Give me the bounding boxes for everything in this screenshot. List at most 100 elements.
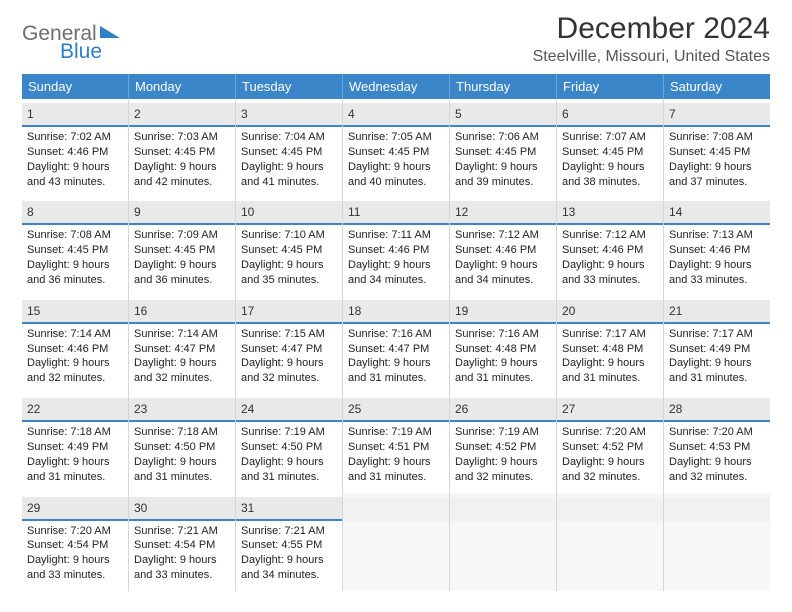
calendar-week: 1Sunrise: 7:02 AMSunset: 4:46 PMDaylight…: [22, 99, 770, 197]
calendar-cell: 25Sunrise: 7:19 AMSunset: 4:51 PMDayligh…: [343, 394, 450, 492]
day-info-line: and 32 minutes.: [562, 470, 658, 485]
day-number-row: 16: [129, 300, 235, 324]
day-info: Sunrise: 7:20 AMSunset: 4:52 PMDaylight:…: [562, 425, 658, 484]
day-info-line: Sunset: 4:49 PM: [669, 342, 765, 357]
day-info: Sunrise: 7:12 AMSunset: 4:46 PMDaylight:…: [562, 228, 658, 287]
day-info-line: and 37 minutes.: [669, 175, 765, 190]
day-info-line: Sunrise: 7:20 AM: [27, 524, 123, 539]
day-info: Sunrise: 7:17 AMSunset: 4:49 PMDaylight:…: [669, 327, 765, 386]
day-info-line: and 34 minutes.: [241, 568, 337, 583]
calendar-cell: 10Sunrise: 7:10 AMSunset: 4:45 PMDayligh…: [236, 197, 343, 295]
day-info-line: Sunrise: 7:16 AM: [455, 327, 551, 342]
day-info-line: Sunrise: 7:10 AM: [241, 228, 337, 243]
calendar-header-row: SundayMondayTuesdayWednesdayThursdayFrid…: [22, 74, 770, 99]
day-number-row: 27: [557, 398, 663, 422]
day-info-line: Sunset: 4:46 PM: [27, 145, 123, 160]
day-number-row: 17: [236, 300, 342, 324]
logo: General Blue: [22, 20, 132, 62]
day-info: Sunrise: 7:12 AMSunset: 4:46 PMDaylight:…: [455, 228, 551, 287]
day-info-line: Daylight: 9 hours: [455, 258, 551, 273]
day-info-line: Sunrise: 7:19 AM: [348, 425, 444, 440]
day-info-line: Daylight: 9 hours: [134, 356, 230, 371]
calendar-cell: 4Sunrise: 7:05 AMSunset: 4:45 PMDaylight…: [343, 99, 450, 197]
day-number-row: 12: [450, 201, 556, 225]
day-info-line: and 31 minutes.: [134, 470, 230, 485]
calendar-cell: 16 Sunrise: 7:14 AMSunset: 4:47 PMDayligh…: [129, 296, 236, 394]
logo-triangle-icon: [100, 26, 120, 38]
day-info-line: Sunset: 4:47 PM: [241, 342, 337, 357]
day-info: Sunrise: 7:08 AMSunset: 4:45 PMDaylight:…: [27, 228, 123, 287]
day-info: Sunrise: 7:14 AMSunset: 4:46 PMDaylight:…: [27, 327, 123, 386]
day-info-line: Daylight: 9 hours: [241, 160, 337, 175]
day-info-line: Sunset: 4:45 PM: [134, 243, 230, 258]
day-info-line: Sunset: 4:46 PM: [455, 243, 551, 258]
calendar-cell: 29Sunrise: 7:20 AMSunset: 4:54 PMDayligh…: [22, 493, 129, 591]
day-info: Sunrise: 7:16 AMSunset: 4:48 PMDaylight:…: [455, 327, 551, 386]
day-info-line: Daylight: 9 hours: [562, 258, 658, 273]
day-info-line: Daylight: 9 hours: [348, 160, 444, 175]
day-number: 26: [455, 402, 468, 416]
logo-svg: General Blue: [22, 20, 132, 62]
day-number: 25: [348, 402, 361, 416]
day-info: Sunrise: 7:14 AMSunset: 4:47 PMDaylight:…: [134, 327, 230, 386]
calendar-cell: 8 Sunrise: 7:08 AMSunset: 4:45 PMDaylight…: [22, 197, 129, 295]
calendar-cell: 7Sunrise: 7:08 AMSunset: 4:45 PMDaylight…: [664, 99, 770, 197]
day-info: Sunrise: 7:03 AMSunset: 4:45 PMDaylight:…: [134, 130, 230, 189]
day-info-line: Sunrise: 7:12 AM: [562, 228, 658, 243]
day-info-line: and 34 minutes.: [348, 273, 444, 288]
calendar-header-cell: Saturday: [664, 74, 770, 99]
day-number-row: 1: [22, 103, 128, 127]
day-info-line: Daylight: 9 hours: [348, 455, 444, 470]
calendar-cell: 19Sunrise: 7:16 AMSunset: 4:48 PMDayligh…: [450, 296, 557, 394]
day-info-line: and 33 minutes.: [27, 568, 123, 583]
calendar-cell: 13Sunrise: 7:12 AMSunset: 4:46 PMDayligh…: [557, 197, 664, 295]
calendar-cell: 21 Sunrise: 7:17 AMSunset: 4:49 PMDayligh…: [664, 296, 770, 394]
day-info-line: Sunset: 4:52 PM: [455, 440, 551, 455]
calendar-week: 8Sunrise: 7:08 AMSunset: 4:45 PMDaylight…: [22, 197, 770, 295]
day-info-line: Daylight: 9 hours: [27, 455, 123, 470]
day-number-row: 22: [22, 398, 128, 422]
calendar-cell: 9Sunrise: 7:09 AMSunset: 4:45 PMDaylight…: [129, 197, 236, 295]
day-info: Sunrise: 7:21 AMSunset: 4:55 PMDaylight:…: [241, 524, 337, 583]
calendar-cell: 15Sunrise: 7:14 AMSunset: 4:46 PMDayligh…: [22, 296, 129, 394]
day-info-line: and 32 minutes.: [134, 371, 230, 386]
day-number: 7: [669, 107, 676, 121]
calendar-cell: 22Sunrise: 7:18 AMSunset: 4:49 PMDayligh…: [22, 394, 129, 492]
day-number: 23: [134, 402, 147, 416]
day-info-line: Sunrise: 7:21 AM: [241, 524, 337, 539]
day-number: 31: [241, 501, 254, 515]
calendar: SundayMondayTuesdayWednesdayThursdayFrid…: [22, 74, 770, 591]
day-info-line: Sunset: 4:46 PM: [669, 243, 765, 258]
day-info-line: Sunset: 4:50 PM: [241, 440, 337, 455]
day-info-line: and 41 minutes.: [241, 175, 337, 190]
calendar-cell: 2Sunrise: 7:03 AMSunset: 4:45 PMDaylight…: [129, 99, 236, 197]
day-info-line: Sunset: 4:52 PM: [562, 440, 658, 455]
day-number-row: [450, 497, 556, 521]
day-number-row: 28: [664, 398, 770, 422]
day-number: 18: [348, 304, 361, 318]
day-info-line: Daylight: 9 hours: [27, 160, 123, 175]
day-info-line: Sunrise: 7:08 AM: [27, 228, 123, 243]
day-info-line: and 31 minutes.: [348, 470, 444, 485]
day-info-line: Sunrise: 7:03 AM: [134, 130, 230, 145]
day-number: 21: [669, 304, 682, 318]
day-info-line: Sunset: 4:46 PM: [348, 243, 444, 258]
day-number: 8: [27, 205, 34, 219]
day-info-line: Daylight: 9 hours: [455, 160, 551, 175]
day-number: 27: [562, 402, 575, 416]
day-info-line: Sunset: 4:47 PM: [348, 342, 444, 357]
day-number: 11: [348, 205, 360, 219]
day-number-row: [557, 497, 663, 521]
day-number-row: 21: [664, 300, 770, 324]
day-info-line: and 31 minutes.: [348, 371, 444, 386]
day-info-line: Daylight: 9 hours: [348, 258, 444, 273]
day-info-line: Sunrise: 7:19 AM: [241, 425, 337, 440]
day-number-row: 6: [557, 103, 663, 127]
day-number-row: 18: [343, 300, 449, 324]
day-info-line: Daylight: 9 hours: [241, 553, 337, 568]
day-info: Sunrise: 7:18 AMSunset: 4:50 PMDaylight:…: [134, 425, 230, 484]
day-info: Sunrise: 7:21 AMSunset: 4:54 PMDaylight:…: [134, 524, 230, 583]
day-info-line: Sunrise: 7:15 AM: [241, 327, 337, 342]
day-info-line: and 31 minutes.: [27, 470, 123, 485]
day-info-line: Daylight: 9 hours: [134, 258, 230, 273]
